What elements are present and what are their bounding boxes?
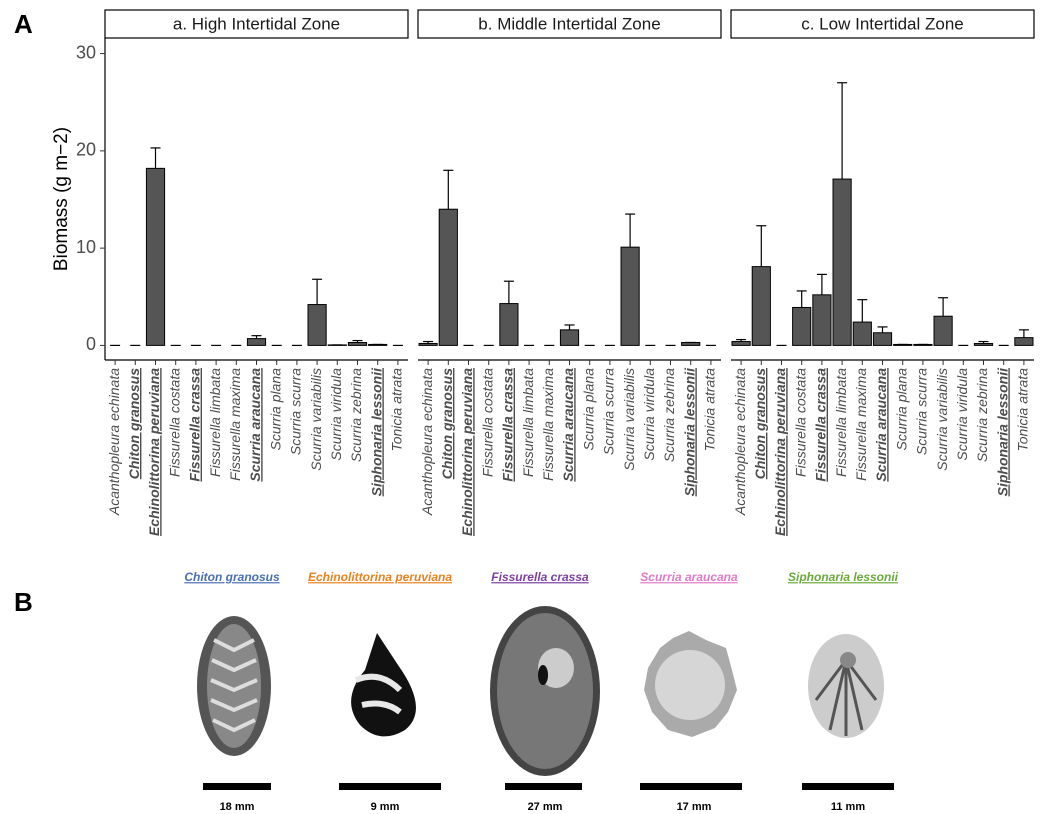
bar <box>499 303 519 346</box>
x-tick-label: Scurria scurra <box>288 368 304 455</box>
bar <box>681 341 701 346</box>
panel-label: B <box>14 587 33 617</box>
bar <box>792 306 812 346</box>
y-tick-label: 10 <box>76 237 96 257</box>
x-tick-label: Scurria variabilis <box>308 368 324 471</box>
scurria-image <box>644 631 737 737</box>
x-tick-label: Fissurella costata <box>166 368 182 477</box>
bar <box>852 321 872 346</box>
fissurella-image <box>490 606 600 776</box>
x-tick-label: Chiton granosus <box>439 368 455 479</box>
x-tick-label: Fissurella crassa <box>500 368 516 482</box>
x-tick-label: Scurria viridula <box>641 368 657 461</box>
bar <box>559 329 580 346</box>
x-tick-label: Scurria variabilis <box>934 368 950 471</box>
x-tick-label: Fissurella maxima <box>540 368 556 481</box>
bar <box>832 178 852 346</box>
x-tick-label: Scurria plana <box>893 368 909 451</box>
x-tick-label: Echinolittorina peruviana <box>459 368 475 536</box>
facet-strip <box>104 9 409 39</box>
bar <box>145 167 166 346</box>
specimen-name: Scurria araucana <box>640 570 738 584</box>
x-tick-label: Fissurella costata <box>479 368 495 477</box>
x-tick-label: Echinolittorina peruviana <box>772 368 788 536</box>
specimen-name: Siphonaria lessonii <box>788 570 899 584</box>
x-tick-label: Acanthopleura echinata <box>419 368 435 516</box>
facet-title: c. Low Intertidal Zone <box>801 14 964 33</box>
x-tick-label: Siphonaria lessonii <box>681 367 697 496</box>
x-tick-label: Fissurella crassa <box>187 368 203 482</box>
x-tick-label: Scurria viridula <box>954 368 970 461</box>
snail-image <box>351 633 416 737</box>
facet-title: b. Middle Intertidal Zone <box>478 14 660 33</box>
scale-label: 17 mm <box>677 801 712 813</box>
bar <box>307 304 327 346</box>
bar <box>973 342 994 346</box>
chiton-image <box>197 616 271 756</box>
x-tick-label: Scurria zebrina <box>348 368 364 462</box>
x-tick-label: Scurria scurra <box>601 368 617 455</box>
x-tick-label: Fissurella costata <box>792 368 808 477</box>
x-tick-label: Tonicia atrata <box>1015 368 1031 452</box>
x-tick-label: Fissurella limbata <box>520 368 536 477</box>
bar <box>933 315 953 346</box>
x-tick-label: Fissurella limbata <box>833 368 849 477</box>
x-tick-label: Scurria araucana <box>247 368 263 482</box>
bar <box>872 332 893 346</box>
x-tick-label: Acanthopleura echinata <box>732 368 748 516</box>
bar <box>913 343 933 346</box>
bar <box>751 266 771 346</box>
x-tick-label: Scurria zebrina <box>974 368 990 462</box>
x-tick-label: Scurria scurra <box>914 368 930 455</box>
bar <box>347 341 368 346</box>
x-tick-label: Fissurella crassa <box>813 368 829 482</box>
x-tick-label: Scurria variabilis <box>621 368 637 471</box>
y-tick-label: 0 <box>86 334 96 354</box>
x-tick-label: Echinolittorina peruviana <box>146 368 162 536</box>
x-tick-label: Scurria viridula <box>328 368 344 461</box>
specimen-name: Echinolittorina peruviana <box>308 570 452 584</box>
x-tick-label: Acanthopleura echinata <box>106 368 122 516</box>
scale-label: 27 mm <box>528 801 563 813</box>
bar <box>620 246 640 346</box>
bar <box>418 342 438 346</box>
y-tick-label: 20 <box>76 140 96 160</box>
panel-label: A <box>14 9 33 39</box>
scale-label: 9 mm <box>371 801 400 813</box>
x-tick-label: Fissurella maxima <box>853 368 869 481</box>
x-tick-label: Chiton granosus <box>752 368 768 479</box>
x-tick-label: Tonicia atrata <box>702 368 718 452</box>
bar <box>246 338 267 346</box>
facet-strip <box>730 9 1035 39</box>
bar <box>368 343 388 346</box>
x-tick-label: Siphonaria lessonii <box>994 367 1010 496</box>
specimen-name: Chiton granosus <box>184 570 280 584</box>
scale-label: 11 mm <box>831 801 865 813</box>
x-tick-label: Fissurella maxima <box>227 368 243 481</box>
x-tick-label: Scurria plana <box>267 368 283 451</box>
specimen-name: Fissurella crassa <box>491 570 589 584</box>
bar <box>1014 337 1034 346</box>
siphonaria-image <box>808 634 884 738</box>
y-tick-label: 30 <box>76 42 96 62</box>
x-tick-label: Scurria araucana <box>560 368 576 482</box>
facet-title: a. High Intertidal Zone <box>173 14 340 33</box>
bar <box>438 208 458 346</box>
y-axis-title: Biomass (g m−2) <box>51 127 72 271</box>
bar <box>893 343 913 346</box>
scale-label: 18 mm <box>220 801 255 813</box>
x-tick-label: Fissurella limbata <box>207 368 223 477</box>
facet-strip <box>417 9 722 39</box>
bar <box>731 341 751 346</box>
x-tick-label: Scurria araucana <box>873 368 889 482</box>
specimen-images <box>197 606 894 790</box>
x-tick-label: Tonicia atrata <box>389 368 405 452</box>
x-tick-label: Scurria plana <box>580 368 596 451</box>
bar <box>812 294 832 346</box>
x-tick-label: Siphonaria lessonii <box>368 367 384 496</box>
x-tick-label: Scurria zebrina <box>661 368 677 462</box>
x-tick-label: Chiton granosus <box>126 368 142 479</box>
